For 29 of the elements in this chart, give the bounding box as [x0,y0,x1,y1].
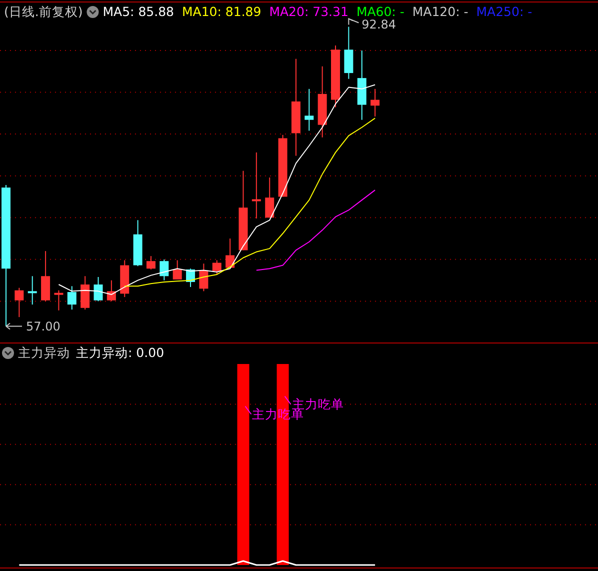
text: MA10: 81.89 [182,4,262,19]
candlestick [304,88,314,132]
candlestick [14,287,24,318]
annotation: 92.84 [362,18,396,32]
candlestick [212,260,222,275]
candlestick [94,276,103,302]
legend-label: MA120: - [412,4,468,19]
candlestick [54,290,64,311]
candlestick [226,238,235,268]
candlestick [67,286,76,310]
annotation: 57.00 [26,319,60,334]
text: MA5: 85.88 [102,4,174,19]
candlestick [80,276,90,310]
candlestick [265,177,274,218]
legend-label: MA60: - [356,4,404,19]
candlestick [146,256,156,270]
candlestick [252,152,261,219]
candlestick [172,260,182,280]
candlestick [28,276,37,306]
text: MA20: 73.31 [269,4,348,19]
candlestick [344,26,354,80]
candlestick [199,263,208,292]
candlestick [370,88,380,117]
chart-title: 主力异动 [18,345,70,360]
text: 主力异动: 0.00 [76,345,164,360]
legend-label: MA250: - [476,4,532,19]
candlestick [160,258,169,281]
candlestick [106,280,116,302]
chart-title: (日线.前复权) [4,4,83,19]
